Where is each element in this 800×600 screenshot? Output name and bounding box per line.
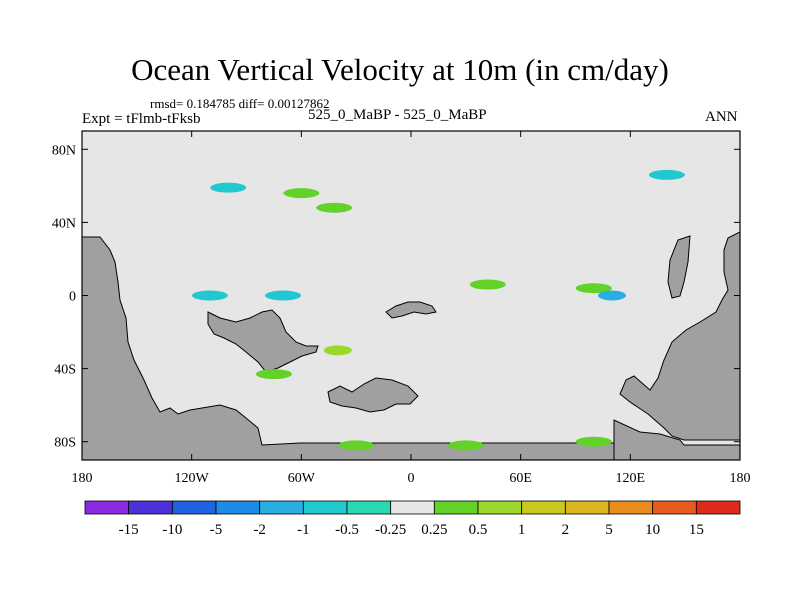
colorbar-swatch — [652, 500, 697, 515]
colorbar-swatch — [695, 500, 741, 515]
x-tick-label: 180 — [72, 471, 93, 486]
x-tick-label: 180 — [730, 471, 751, 486]
anomaly-patch — [316, 202, 353, 213]
colorbar-label: 10 — [645, 522, 660, 538]
land-antarctica — [613, 419, 740, 460]
anomaly-patch — [265, 290, 302, 301]
land-africa — [207, 309, 319, 373]
experiment-label: Expt = tFlmb-tFksb — [82, 111, 201, 127]
colorbar-label: -5 — [210, 522, 223, 538]
ocean-background — [82, 131, 740, 460]
land-australia — [327, 377, 419, 413]
colorbar-swatch — [521, 500, 566, 515]
y-tick-label: 80N — [52, 143, 76, 158]
colorbar-label: 1 — [518, 522, 526, 538]
colorbar-swatch — [302, 500, 348, 515]
season-label: ANN — [705, 109, 738, 125]
colorbar-label: -2 — [253, 522, 266, 538]
anomaly-patch — [283, 188, 320, 199]
axes: 80N 40N 0 40S 80S 180 120W 60W 0 60E 120E 180 — [52, 131, 751, 486]
case-label: 525_0_MaBP - 525_0_MaBP — [308, 107, 487, 123]
map-plot-area — [82, 131, 740, 460]
land-east — [619, 231, 740, 441]
anomaly-patch — [447, 440, 484, 451]
colorbar-swatch — [564, 500, 610, 515]
colorbar-label: 0.5 — [469, 522, 488, 538]
colorbar-label: -0.25 — [375, 522, 406, 538]
anomaly-patch — [210, 182, 247, 193]
anomaly-patch — [469, 279, 506, 290]
stats-line: rmsd= 0.184785 diff= 0.00127862 — [150, 96, 330, 111]
x-tick-label: 120W — [175, 471, 210, 486]
colorbar-label: 2 — [562, 522, 570, 538]
colorbar-swatch — [171, 500, 217, 515]
anomaly-patch — [648, 169, 685, 180]
x-tick-label: 0 — [408, 471, 415, 486]
anomaly-patch — [255, 369, 292, 380]
colorbar-swatch — [477, 500, 523, 515]
colorbar-label: 0.25 — [421, 522, 447, 538]
anomaly-patches — [191, 169, 685, 451]
land-americas — [82, 236, 615, 460]
colorbar-label: -0.5 — [335, 522, 359, 538]
anomaly-patch — [598, 290, 627, 301]
colorbar-label: -10 — [162, 522, 182, 538]
x-tick-label: 60E — [509, 471, 532, 486]
colorbar-label: -1 — [297, 522, 310, 538]
colorbar-label: 5 — [605, 522, 613, 538]
colorbar-swatch — [390, 500, 435, 515]
colorbar: -15 -10 -5 -2 -1 -0.5 -0.25 0.25 0.5 1 2 5 10 15 — [84, 500, 741, 538]
land-indonesia — [385, 301, 437, 319]
colorbar-swatch — [128, 500, 173, 515]
colorbar-swatch — [84, 500, 130, 515]
anomaly-patch — [323, 345, 352, 356]
anomaly-patch — [338, 440, 375, 451]
chart-title: Ocean Vertical Velocity at 10m (in cm/da… — [131, 52, 669, 87]
anomaly-patch — [575, 283, 612, 294]
colorbar-swatch — [346, 500, 392, 515]
y-tick-label: 80S — [54, 436, 76, 451]
colorbar-swatch — [215, 500, 261, 515]
x-tick-label: 120E — [616, 471, 646, 486]
colorbar-swatch — [608, 500, 654, 515]
colorbar-swatch — [433, 500, 479, 515]
anomaly-patch — [191, 290, 228, 301]
x-tick-label: 60W — [288, 471, 316, 486]
y-tick-label: 40N — [52, 216, 76, 231]
y-tick-label: 40S — [54, 363, 76, 378]
land-masses — [82, 231, 740, 460]
land-central-strip — [667, 235, 691, 299]
y-tick-label: 0 — [69, 290, 76, 305]
colorbar-swatch — [259, 500, 304, 515]
anomaly-patch — [575, 436, 612, 447]
colorbar-label: -15 — [119, 522, 139, 538]
colorbar-label: 15 — [689, 522, 704, 538]
